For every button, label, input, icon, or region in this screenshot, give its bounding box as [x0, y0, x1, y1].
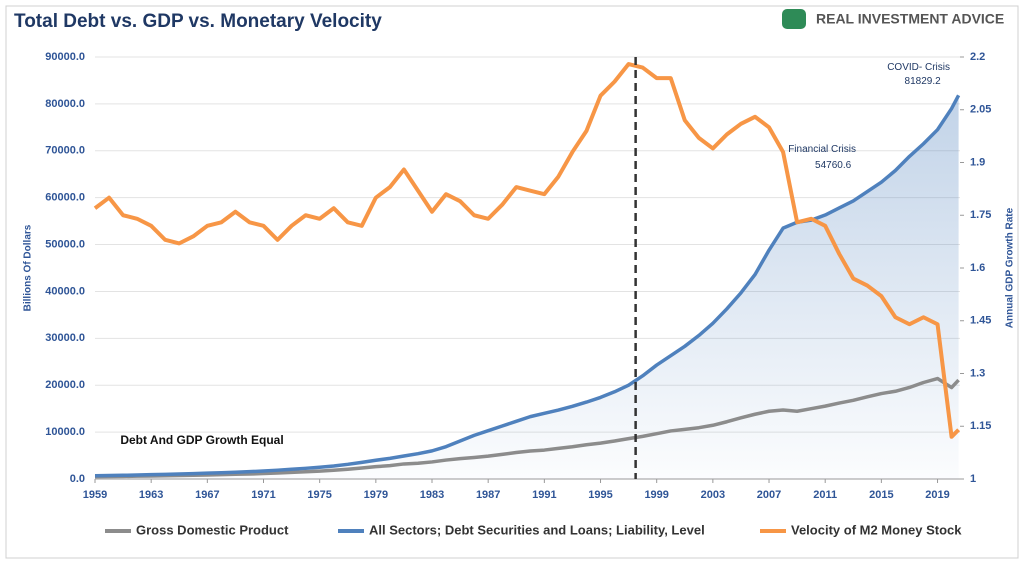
series-line	[94, 376, 960, 479]
annotation-title: Financial Crisis	[788, 144, 856, 155]
y-tick-label: 70000.0	[45, 145, 85, 157]
x-tick-label: 1987	[476, 489, 500, 501]
y-tick-label: 40000.0	[45, 285, 85, 297]
y2-tick-label: 1.9	[970, 156, 985, 168]
x-tick-label: 2003	[701, 489, 725, 501]
annotation: Debt And GDP Growth Equal	[120, 433, 283, 447]
frame	[5, 5, 1019, 559]
logo-icon	[782, 9, 806, 29]
x-tick-label: 1979	[364, 489, 388, 501]
legend-label: All Sectors; Debt Securities and Loans; …	[369, 522, 705, 537]
x-tick-label: 1963	[139, 489, 163, 501]
y-tick-label: 50000.0	[45, 238, 85, 250]
y-tick-label: 30000.0	[45, 332, 85, 344]
x-tick-label: 2019	[925, 489, 949, 501]
series-line	[93, 62, 961, 439]
annotation-title: COVID- Crisis	[887, 62, 950, 73]
debt-area	[95, 95, 959, 479]
series-line	[94, 94, 961, 478]
chart-title: Total Debt vs. GDP vs. Monetary Velocity	[14, 11, 382, 32]
x-tick-label: 2007	[757, 489, 781, 501]
legend-label: Velocity of M2 Money Stock	[791, 522, 962, 537]
x-tick-label: 1995	[588, 489, 612, 501]
y-tick-label: 20000.0	[45, 379, 85, 391]
source-logo: REAL INVESTMENT ADVICE	[816, 11, 1004, 27]
x-tick-label: 1975	[307, 489, 331, 501]
x-tick-label: 1967	[195, 489, 219, 501]
y-tick-label: 80000.0	[45, 98, 85, 110]
y2-axis-label: Annual GDP Growth Rate	[1005, 207, 1016, 328]
y2-tick-label: 2.05	[970, 104, 991, 116]
x-tick-label: 1983	[420, 489, 444, 501]
y2-tick-label: 2.2	[970, 51, 985, 63]
x-tick-label: 1959	[83, 489, 107, 501]
y2-tick-label: 1.3	[970, 367, 985, 379]
x-tick-label: 2011	[813, 489, 837, 501]
y2-tick-label: 1	[970, 473, 976, 485]
y2-tick-label: 1.6	[970, 262, 985, 274]
x-tick-label: 1991	[532, 489, 556, 501]
y-axis-label: Billions Of Dollars	[23, 224, 34, 311]
x-tick-label: 1971	[251, 489, 275, 501]
x-tick-label: 2015	[869, 489, 893, 501]
annotation-value: 54760.6	[815, 160, 852, 171]
y-tick-label: 60000.0	[45, 192, 85, 204]
annotation-value: 81829.2	[905, 76, 942, 87]
y2-tick-label: 1.45	[970, 315, 991, 327]
y-tick-label: 0.0	[70, 473, 85, 485]
x-tick-label: 1999	[644, 489, 668, 501]
y-tick-label: 10000.0	[45, 426, 85, 438]
y-tick-label: 90000.0	[45, 51, 85, 63]
y2-tick-label: 1.75	[970, 209, 991, 221]
legend-label: Gross Domestic Product	[136, 522, 289, 537]
y2-tick-label: 1.15	[970, 420, 991, 432]
